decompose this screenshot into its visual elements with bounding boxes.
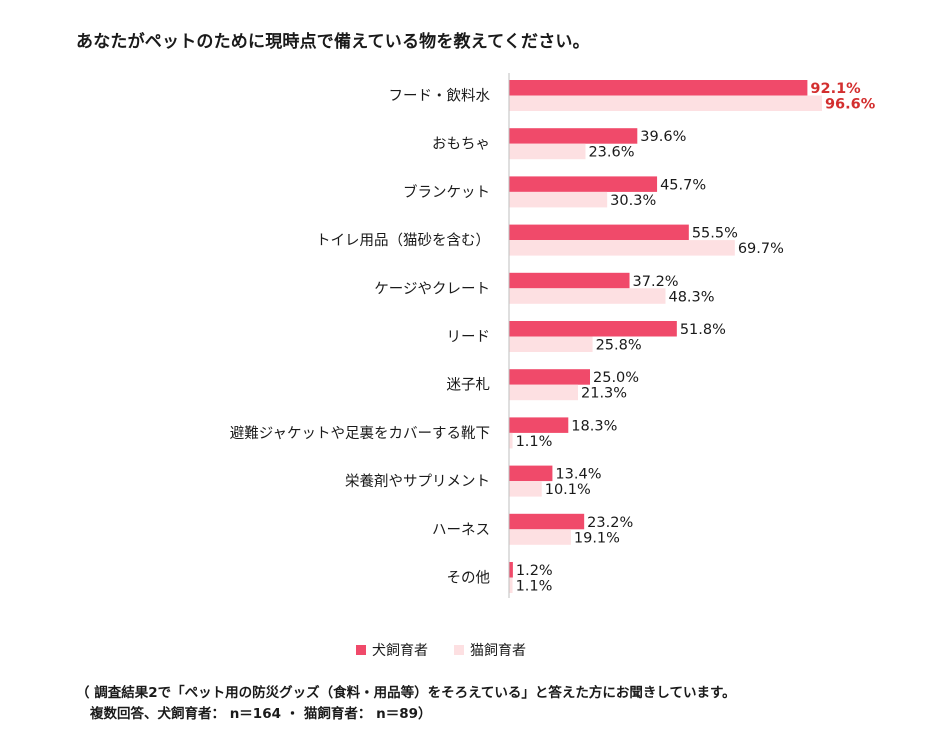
category-label: トイレ用品（猫砂を含む） xyxy=(316,232,490,249)
bar-dog xyxy=(509,417,569,433)
legend-item-cat: 猫飼育者 xyxy=(454,640,526,660)
value-label-cat: 1.1% xyxy=(516,434,553,450)
legend-item-dog: 犬飼育者 xyxy=(356,640,428,660)
category-label: おもちゃ xyxy=(432,136,490,153)
bar-cat xyxy=(509,384,579,401)
value-label-dog: 18.3% xyxy=(571,418,617,434)
value-label-cat: 69.7% xyxy=(738,241,784,257)
value-label-cat: 23.6% xyxy=(588,145,634,161)
value-label-cat: 30.3% xyxy=(610,193,656,209)
category-label: 避難ジャケットや足裏をカバーする靴下 xyxy=(230,424,490,442)
category-label: リード xyxy=(447,330,491,346)
value-label-dog: 13.4% xyxy=(555,467,601,483)
bar-dog xyxy=(509,272,630,289)
value-label-cat: 19.1% xyxy=(574,530,620,546)
value-label-dog: 23.2% xyxy=(587,515,633,531)
bar-cat xyxy=(509,143,586,160)
category-label: ハーネス xyxy=(432,521,490,538)
value-label-dog: 25.0% xyxy=(593,370,639,386)
value-label-dog: 92.1% xyxy=(810,81,861,97)
bar-dog xyxy=(509,224,689,241)
bar-cat xyxy=(509,432,513,449)
bar-dog xyxy=(509,176,658,192)
bar-dog xyxy=(509,465,553,482)
value-label-dog: 37.2% xyxy=(633,274,679,290)
category-label: ケージやクレート xyxy=(374,280,490,297)
bar-dog xyxy=(509,369,590,385)
bar-dog xyxy=(509,562,513,578)
category-label: ブランケット xyxy=(403,183,490,201)
bar-cat xyxy=(509,240,735,256)
page-title: あなたがペットのために現時点で備えている物を教えてください。 xyxy=(76,32,590,52)
value-label-dog: 45.7% xyxy=(660,177,706,193)
bar-cat xyxy=(509,577,513,593)
bar-dog xyxy=(509,321,677,337)
bar-cat xyxy=(509,191,608,208)
bar-cat xyxy=(509,336,593,352)
footnote-line-1: （ 調査結果2で「ペット用の防災グッズ（食料・用品等）をそろえている」と答えた方… xyxy=(76,685,736,701)
legend-swatch-cat xyxy=(454,645,464,655)
bar-dog xyxy=(509,80,808,96)
footnote-line-2: 複数回答、犬飼育者： n＝164 ・ 猫飼育者： n＝89） xyxy=(90,706,432,722)
bar-cat xyxy=(509,481,542,497)
legend-label-cat: 猫飼育者 xyxy=(470,643,526,659)
bar-cat xyxy=(509,95,822,111)
category-label: フード・飲料水 xyxy=(389,88,491,105)
value-label-cat: 1.1% xyxy=(516,579,553,595)
bar-cat xyxy=(509,529,571,545)
legend-swatch-dog xyxy=(356,645,366,655)
category-label: その他 xyxy=(447,570,491,587)
legend: 犬飼育者 猫飼育者 xyxy=(356,640,526,660)
value-label-cat: 10.1% xyxy=(545,482,591,498)
value-label-cat: 96.6% xyxy=(825,97,876,113)
category-label: 迷子札 xyxy=(447,377,491,394)
value-label-cat: 25.8% xyxy=(596,338,642,354)
bar-dog xyxy=(509,128,638,144)
value-label-cat: 48.3% xyxy=(668,289,714,305)
value-label-cat: 21.3% xyxy=(581,386,627,402)
value-label-dog: 51.8% xyxy=(680,322,726,338)
value-label-dog: 1.2% xyxy=(516,563,553,579)
bar-cat xyxy=(509,288,666,304)
value-label-dog: 55.5% xyxy=(692,226,738,242)
value-label-dog: 39.6% xyxy=(640,129,686,145)
legend-label-dog: 犬飼育者 xyxy=(372,643,428,659)
category-label: 栄養剤やサプリメント xyxy=(345,472,490,490)
bar-dog xyxy=(509,513,585,530)
footnote: （ 調査結果2で「ペット用の防災グッズ（食料・用品等）をそろえている」と答えた方… xyxy=(76,683,736,725)
bar-chart: フード・飲料水 92.1%96.6% おもちゃ 39.6% 23.6% ブランケット 45.… xyxy=(230,73,876,598)
